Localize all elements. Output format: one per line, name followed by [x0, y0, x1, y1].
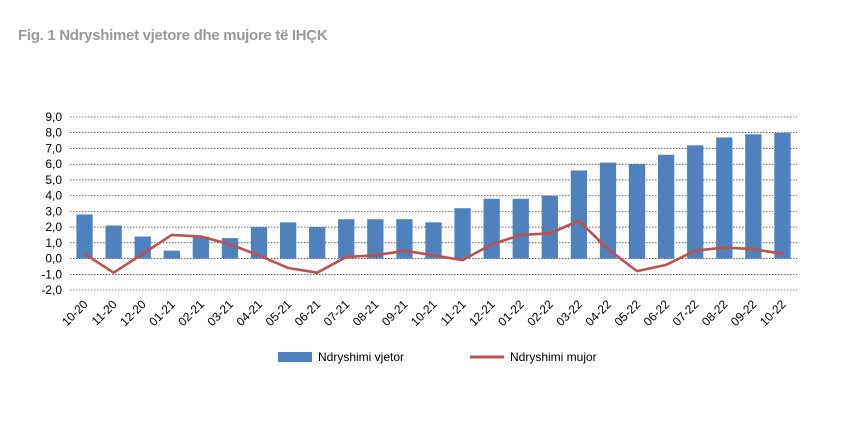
bar-11-20: [105, 225, 122, 259]
x-tick-label: 03-21: [204, 297, 236, 329]
x-tick-label: 06-21: [292, 297, 324, 329]
x-tick-label: 01-22: [495, 297, 527, 329]
bar-07-21: [338, 219, 355, 259]
x-tick-label: 04-22: [582, 297, 614, 329]
y-tick-label: 8,0: [45, 126, 62, 140]
bar-05-22: [628, 164, 646, 259]
x-tick-label: 10-20: [59, 297, 91, 329]
bar-12-20: [134, 236, 151, 259]
legend-label-line: Ndryshimi mujor: [510, 350, 597, 364]
x-tick-label: 11-21: [438, 297, 469, 328]
bar-04-21: [250, 227, 268, 259]
bar-10-21: [425, 222, 442, 259]
x-tick-label: 02-21: [175, 297, 207, 329]
x-tick-label: 08-22: [699, 297, 731, 329]
y-tick-label: 4,0: [45, 189, 62, 203]
x-tick-label: 10-21: [408, 297, 440, 329]
x-tick-label: 06-22: [641, 297, 673, 329]
bar-04-22: [599, 162, 617, 259]
y-tick-label: 5,0: [45, 173, 62, 187]
x-tick-label: 07-21: [321, 297, 353, 329]
y-tick-label: 2,0: [45, 220, 62, 234]
y-tick-label: 9,0: [45, 110, 62, 124]
bar-08-21: [367, 219, 384, 259]
x-tick-label: 10-22: [757, 297, 789, 329]
x-tick-label: 07-22: [670, 297, 702, 329]
bar-10-20: [76, 214, 93, 259]
legend-swatch-bar: [278, 352, 312, 362]
x-tick-label: 09-22: [728, 297, 760, 329]
x-tick-label: 09-21: [379, 297, 411, 329]
bar-03-22: [570, 170, 588, 259]
bar-05-21: [279, 222, 297, 259]
x-tick-label: 02-22: [524, 297, 556, 329]
x-tick-label: 12-21: [466, 297, 498, 329]
x-tick-label: 01-21: [146, 297, 178, 329]
bar-02-22: [541, 195, 558, 259]
line-series: [83, 219, 784, 275]
bar-09-21: [396, 219, 413, 259]
bar-01-21: [163, 250, 180, 259]
line-ndryshimi-mujor: [83, 219, 784, 275]
bar-02-21: [192, 236, 210, 259]
bar-06-21: [309, 227, 326, 259]
legend-label-bar: Ndryshimi vjetor: [318, 350, 404, 364]
legend: Ndryshimi vjetor Ndryshimi mujor: [278, 350, 597, 364]
x-tick-label: 03-22: [553, 297, 585, 329]
y-tick-label: 0,0: [45, 252, 62, 266]
bar-12-21: [483, 198, 500, 259]
bar-11-21: [454, 208, 471, 259]
x-tick-label: 05-21: [263, 297, 295, 329]
y-tick-label: 1,0: [45, 236, 62, 250]
x-tick-label: 04-21: [234, 297, 266, 329]
bar-09-22: [745, 134, 762, 259]
y-tick-label: 7,0: [45, 141, 62, 155]
bar-series: [76, 132, 791, 259]
bar-08-22: [716, 137, 733, 259]
x-tick-label: 11-20: [89, 297, 120, 328]
x-tick-label: 08-21: [350, 297, 382, 329]
chart-title: Fig. 1 Ndryshimet vjetore dhe mujore të …: [18, 27, 328, 44]
y-axis: -2,0 -1,00,0 1,0 2,0 3,04,0 5,0 6,0 7,08,0 9,0: [41, 110, 62, 297]
x-tick-label: 12-20: [117, 297, 149, 329]
y-tick-label: -2,0: [41, 283, 62, 297]
bar-10-22: [774, 132, 791, 259]
bar-03-21: [221, 238, 239, 259]
y-tick-label: -1,0: [41, 267, 62, 281]
y-tick-label: 3,0: [45, 204, 62, 218]
bar-07-22: [687, 145, 704, 259]
x-tick-label: 05-22: [612, 297, 644, 329]
y-tick-label: 6,0: [45, 157, 62, 171]
x-axis: 10-2011-2012-2001-2102-2103-2104-2105-21…: [59, 297, 789, 329]
bar-01-22: [512, 198, 529, 259]
bar-06-22: [657, 154, 675, 259]
